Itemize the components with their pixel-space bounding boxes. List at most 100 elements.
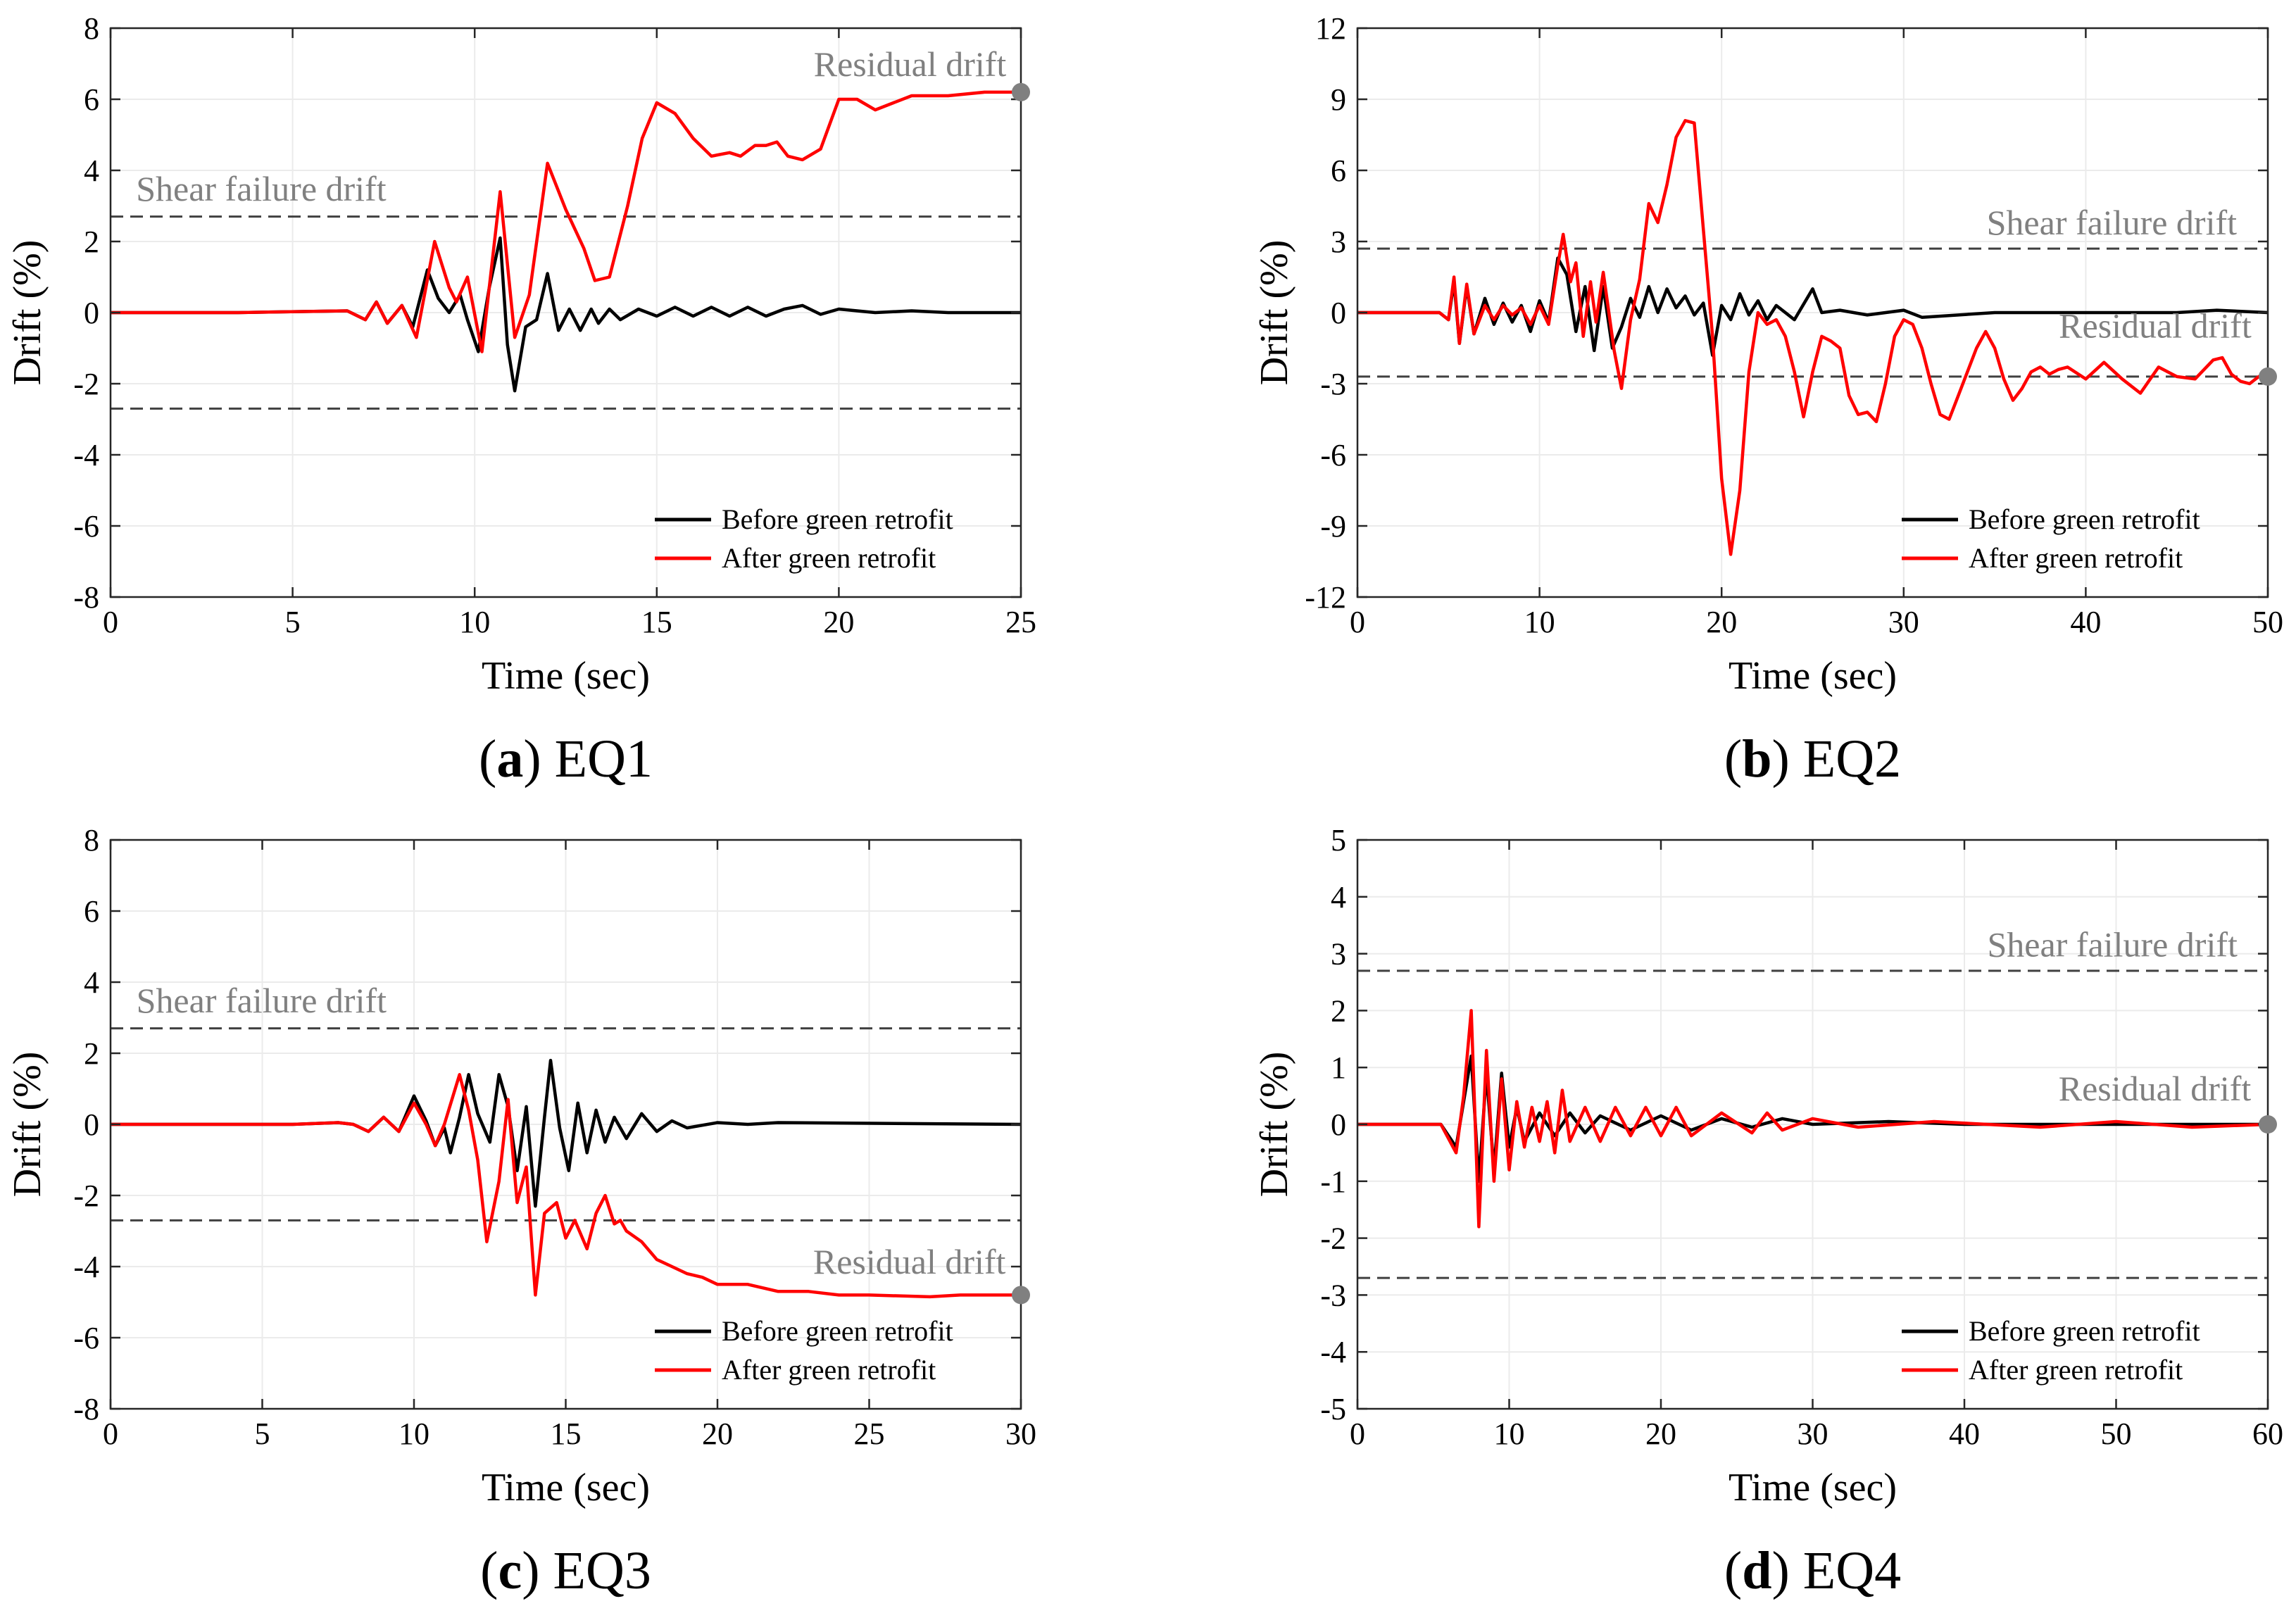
residual-drift-label: Residual drift [813,1242,1006,1281]
x-tick-label: 20 [1645,1417,1676,1451]
x-tick-label: 15 [551,1417,582,1451]
x-tick-label: 5 [285,605,301,639]
x-axis-label: Time (sec) [1729,1466,1897,1509]
y-tick-label: 8 [84,11,99,46]
caption-close-paren: ) [1771,1541,1802,1600]
x-tick-label: 20 [1706,605,1737,639]
y-tick-label: 5 [1331,823,1346,858]
panel-d-eq4: 0 10 20 30 40 50 60 -5 -4 -3 -2 -1 0 1 2 3 4 5 Time (sec) D… [1253,823,2283,1600]
y-tick-label: -6 [73,509,99,544]
x-tick-label: 20 [823,605,854,639]
x-tick-label: 20 [702,1417,733,1451]
legend-label: Before green retrofit [1969,503,2200,535]
x-tick-label: 25 [1005,605,1036,639]
residual-drift-label: Residual drift [2059,1069,2252,1108]
y-tick-label: 9 [1331,82,1346,117]
y-tick-label: -4 [73,1250,99,1284]
y-tick-label: 2 [84,1036,99,1071]
y-tick-label: -2 [73,1179,99,1213]
caption-letter: c [498,1541,522,1600]
caption-title: EQ2 [1803,729,1901,789]
x-tick-label: 0 [1350,1417,1365,1451]
x-axis-label: Time (sec) [482,654,650,698]
x-tick-label: 10 [1494,1417,1525,1451]
shear-failure-drift-label: Shear failure drift [137,981,387,1020]
caption-open-paren: ( [479,729,496,789]
caption-open-paren: ( [1724,1541,1742,1600]
x-tick-label: 30 [1798,1417,1828,1451]
y-tick-label: -2 [1320,1222,1346,1256]
y-tick-label: -8 [73,1392,99,1426]
y-tick-label: 0 [1331,296,1346,330]
caption-letter: a [496,729,523,789]
y-tick-label: -6 [73,1321,99,1355]
x-tick-label: 0 [103,605,118,639]
y-tick-label: 0 [84,1107,99,1142]
legend-label: Before green retrofit [1969,1315,2200,1347]
residual-drift-marker [2259,367,2277,386]
caption-title: EQ1 [555,729,653,789]
x-tick-label: 25 [854,1417,885,1451]
panel-caption: (b) EQ2 [1724,729,1901,789]
y-tick-label: 6 [1331,153,1346,188]
caption-close-paren: ) [1771,729,1802,789]
y-tick-label: -6 [1320,438,1346,472]
x-axis-label: Time (sec) [1729,654,1897,698]
y-tick-label: -3 [1320,1278,1346,1312]
y-tick-label: -1 [1320,1164,1346,1199]
x-tick-label: 40 [2070,605,2101,639]
x-tick-label: 10 [399,1417,429,1451]
legend-label: After green retrofit [1969,542,2183,574]
y-tick-label: 2 [84,225,99,259]
caption-letter: d [1742,1541,1771,1600]
panel-caption: (a) EQ1 [479,729,653,789]
y-tick-label: 6 [84,894,99,929]
y-tick-label: 4 [84,153,99,188]
residual-drift-marker [1012,1286,1030,1305]
x-tick-label: 0 [1350,605,1365,639]
residual-drift-marker [2259,1115,2277,1134]
y-tick-label: 6 [84,82,99,117]
y-tick-label: 4 [1331,880,1346,915]
y-tick-label: -5 [1320,1392,1346,1426]
x-tick-label: 40 [1949,1417,1980,1451]
panel-caption: (d) EQ4 [1724,1541,1901,1600]
y-tick-label: -9 [1320,509,1346,544]
shear-failure-drift-label: Shear failure drift [1987,925,2238,965]
y-tick-label: -4 [1320,1335,1346,1369]
series-line-after-retrofit [1357,1009,2269,1229]
y-axis-label: Drift (%) [1253,1052,1296,1198]
x-tick-label: 30 [1888,605,1919,639]
y-tick-label: -3 [1320,367,1346,401]
x-tick-label: 10 [459,605,490,639]
panel-caption: (c) EQ3 [480,1541,651,1600]
y-tick-label: 3 [1331,225,1346,259]
x-tick-label: 60 [2252,1417,2283,1451]
y-tick-label: 2 [1331,993,1346,1028]
panel-a-eq1: 0 5 10 15 20 25 -8 -6 -4 -2 0 2 4 6 8 Time (sec) Drift (… [6,11,1036,789]
legend-label: After green retrofit [1969,1354,2183,1386]
shear-failure-drift-label: Shear failure drift [1987,203,2238,242]
caption-open-paren: ( [1724,729,1742,789]
x-tick-label: 50 [2101,1417,2132,1451]
series-line-after-retrofit [111,1073,1021,1299]
y-tick-label: 12 [1315,11,1346,46]
caption-title: EQ4 [1803,1541,1901,1600]
residual-drift-label: Residual drift [814,44,1007,84]
residual-drift-marker [1012,82,1030,101]
series-line-after-retrofit [1357,119,2268,556]
y-axis-label: Drift (%) [6,1052,49,1198]
legend-label: Before green retrofit [722,503,953,535]
series-line-after-retrofit [111,90,1021,353]
series-line-before-retrofit [111,236,1021,393]
y-tick-label: 8 [84,823,99,858]
x-tick-label: 30 [1005,1417,1036,1451]
x-tick-label: 50 [2252,605,2283,639]
caption-close-paren: ) [522,1541,553,1600]
shear-failure-drift-label: Shear failure drift [136,169,387,208]
caption-letter: b [1742,729,1771,789]
y-tick-label: -2 [73,367,99,401]
legend-label: Before green retrofit [722,1315,953,1347]
x-tick-label: 0 [103,1417,118,1451]
